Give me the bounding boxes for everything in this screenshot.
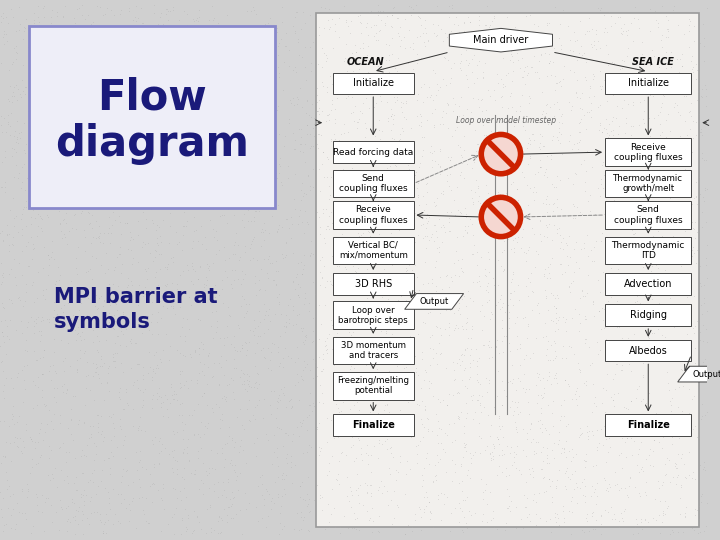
- FancyBboxPatch shape: [333, 301, 413, 329]
- FancyBboxPatch shape: [316, 12, 699, 528]
- FancyBboxPatch shape: [605, 72, 691, 94]
- Text: Send
coupling fluxes: Send coupling fluxes: [339, 174, 408, 193]
- Text: 3D momentum
and tracers: 3D momentum and tracers: [341, 341, 406, 360]
- FancyBboxPatch shape: [605, 273, 691, 294]
- Text: Loop over
barotropic steps: Loop over barotropic steps: [338, 306, 408, 325]
- Text: Initialize: Initialize: [628, 78, 669, 89]
- Text: Ridging: Ridging: [630, 310, 667, 320]
- Polygon shape: [405, 294, 464, 309]
- Text: OCEAN: OCEAN: [346, 57, 384, 67]
- FancyBboxPatch shape: [605, 237, 691, 264]
- Text: Send
coupling fluxes: Send coupling fluxes: [614, 206, 683, 225]
- Circle shape: [483, 199, 519, 235]
- FancyBboxPatch shape: [333, 273, 413, 294]
- FancyBboxPatch shape: [605, 305, 691, 326]
- Text: Finalize: Finalize: [627, 420, 670, 430]
- FancyBboxPatch shape: [333, 72, 413, 94]
- Text: Thermodynamic
growth/melt: Thermodynamic growth/melt: [613, 174, 683, 193]
- FancyBboxPatch shape: [605, 201, 691, 229]
- FancyBboxPatch shape: [605, 414, 691, 436]
- FancyBboxPatch shape: [333, 337, 413, 364]
- FancyBboxPatch shape: [605, 138, 691, 166]
- Circle shape: [483, 136, 519, 172]
- FancyBboxPatch shape: [333, 141, 413, 163]
- Text: Freezing/melting
potential: Freezing/melting potential: [337, 376, 409, 395]
- Text: Read forcing data: Read forcing data: [333, 147, 413, 157]
- Text: Output: Output: [693, 369, 720, 379]
- FancyBboxPatch shape: [333, 414, 413, 436]
- FancyBboxPatch shape: [333, 201, 413, 229]
- Text: Advection: Advection: [624, 279, 672, 289]
- Text: Flow
diagram: Flow diagram: [55, 76, 249, 165]
- Text: Loop over model timestep: Loop over model timestep: [456, 116, 556, 125]
- FancyBboxPatch shape: [333, 237, 413, 264]
- Text: 3D RHS: 3D RHS: [355, 279, 392, 289]
- Circle shape: [481, 134, 521, 174]
- Text: Thermodynamic
ITD: Thermodynamic ITD: [611, 241, 685, 260]
- Text: Finalize: Finalize: [352, 420, 395, 430]
- Text: Initialize: Initialize: [353, 78, 394, 89]
- Text: Main driver: Main driver: [473, 35, 528, 45]
- Text: Receive
coupling fluxes: Receive coupling fluxes: [339, 206, 408, 225]
- Text: Output: Output: [420, 297, 449, 306]
- Circle shape: [481, 197, 521, 237]
- FancyBboxPatch shape: [10, 15, 305, 525]
- Text: Albedos: Albedos: [629, 346, 667, 355]
- FancyBboxPatch shape: [30, 26, 275, 208]
- FancyBboxPatch shape: [605, 340, 691, 361]
- FancyBboxPatch shape: [333, 170, 413, 197]
- Text: Vertical BC/
mix/momentum: Vertical BC/ mix/momentum: [339, 241, 408, 260]
- Polygon shape: [449, 29, 552, 52]
- Polygon shape: [678, 366, 720, 382]
- Text: Receive
coupling fluxes: Receive coupling fluxes: [614, 143, 683, 161]
- Text: MPI barrier at
symbols: MPI barrier at symbols: [54, 287, 217, 332]
- Text: SEA ICE: SEA ICE: [632, 57, 674, 67]
- FancyBboxPatch shape: [333, 372, 413, 400]
- FancyBboxPatch shape: [605, 170, 691, 197]
